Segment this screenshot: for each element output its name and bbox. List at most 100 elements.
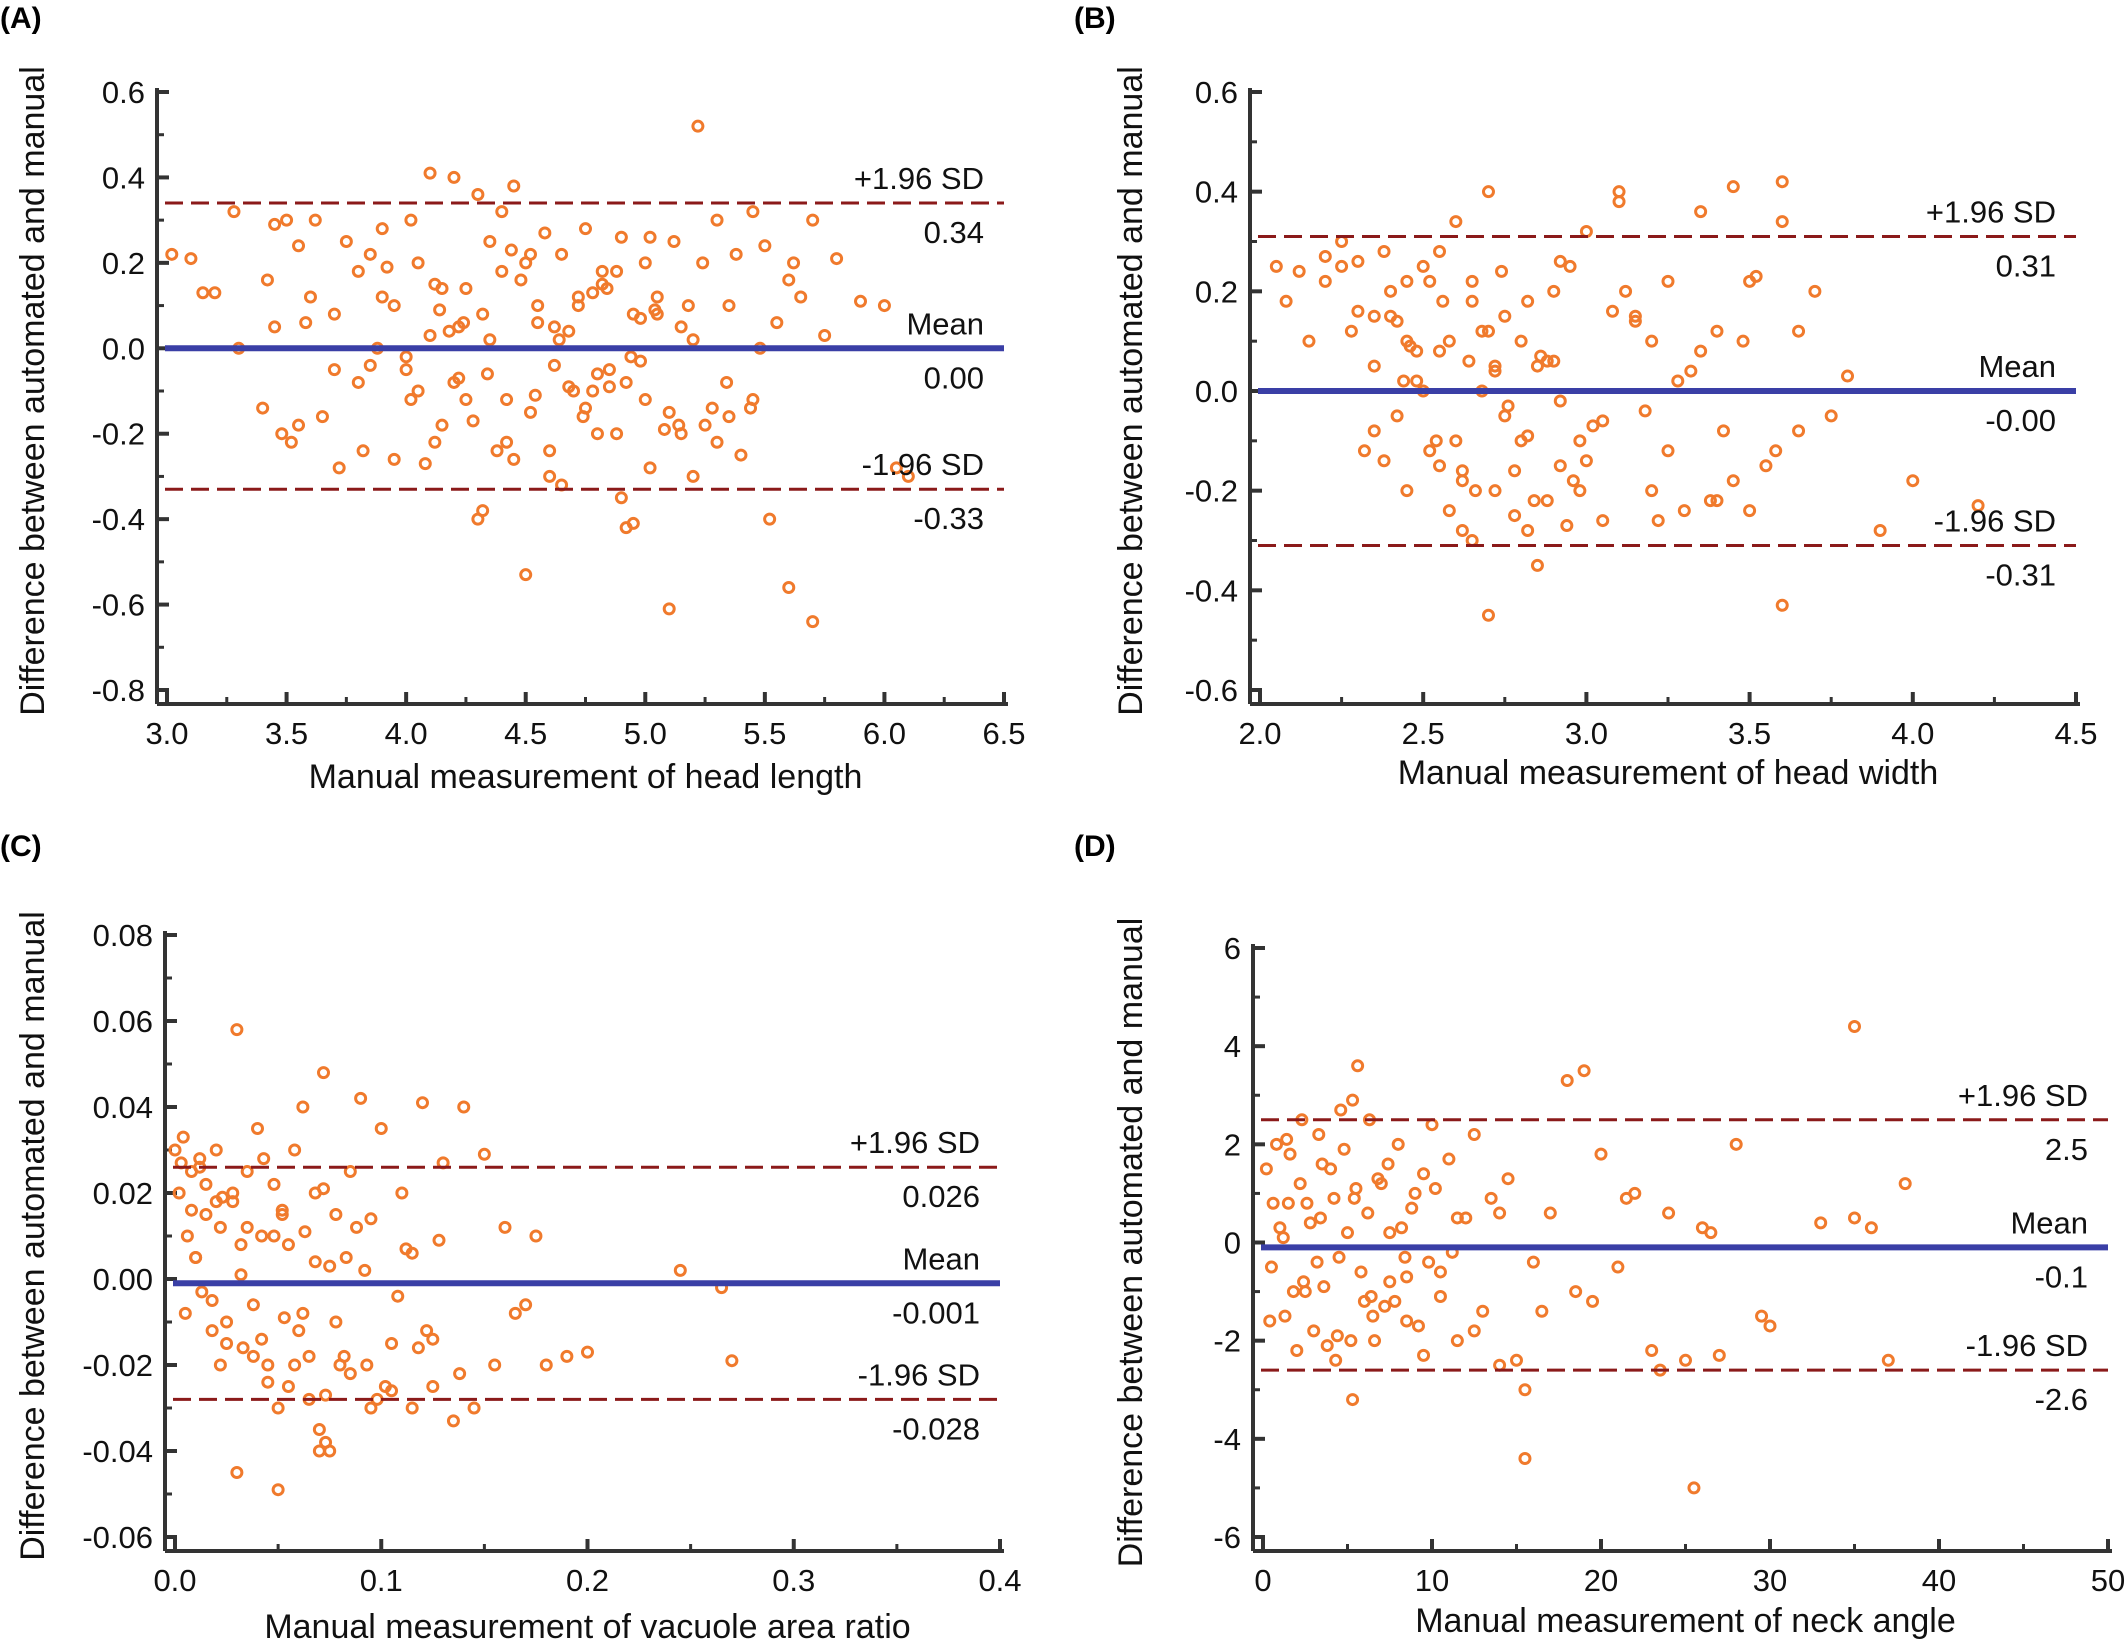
data-point: [165, 247, 179, 261]
data-point: [1677, 504, 1691, 518]
data-point: [1411, 1319, 1425, 1333]
data-point: [1330, 1329, 1344, 1343]
data-point: [189, 1251, 203, 1264]
data-point: [360, 1358, 374, 1372]
data-point: [1346, 1393, 1360, 1407]
data-point: [576, 410, 590, 424]
data-point: [1703, 494, 1717, 508]
data-point: [602, 363, 616, 377]
data-point: [1726, 474, 1740, 488]
data-point: [1377, 244, 1391, 258]
y-tick-label: 0.08: [93, 918, 153, 953]
data-point: [240, 1220, 254, 1234]
data-point: [1535, 1304, 1549, 1318]
data-point: [416, 1096, 429, 1110]
scatter-points: [1269, 175, 1985, 622]
data-point: [1521, 429, 1535, 443]
data-point: [562, 380, 576, 394]
data-point: [552, 333, 566, 347]
data-point: [442, 324, 456, 338]
data-point: [657, 422, 671, 436]
data-point: [452, 371, 466, 385]
data-point: [1775, 175, 1789, 189]
data-point: [1619, 1191, 1633, 1205]
data-point: [1383, 1226, 1397, 1240]
data-point: [1318, 274, 1332, 288]
x-axis-title: Manual measurement of neck angle: [1415, 1602, 1956, 1640]
data-point: [1710, 324, 1724, 338]
data-point: [624, 350, 638, 364]
data-point: [1488, 359, 1502, 373]
y-tick-label: 0.0: [102, 331, 145, 366]
data-point: [619, 375, 633, 389]
data-point: [457, 1100, 471, 1114]
data-point: [1606, 304, 1620, 318]
data-point: [1341, 1226, 1354, 1240]
data-point: [1312, 1128, 1326, 1142]
data-point: [1450, 1334, 1464, 1348]
data-point: [480, 367, 494, 381]
data-point: [782, 580, 796, 594]
data-point: [1269, 259, 1283, 273]
data-point: [329, 1208, 343, 1221]
x-tick-label: 40: [1922, 1563, 1956, 1598]
data-point: [459, 281, 473, 295]
data-point: [351, 375, 365, 389]
data-point: [1560, 1074, 1574, 1088]
data-point: [1508, 464, 1522, 478]
data-point: [602, 380, 616, 394]
data-point: [1684, 364, 1698, 378]
data-point: [1596, 514, 1610, 528]
data-point: [794, 290, 808, 304]
data-point: [1422, 1255, 1436, 1269]
data-point: [1364, 1289, 1378, 1303]
data-point: [1318, 249, 1332, 263]
data-point: [1553, 459, 1567, 473]
data-point: [1371, 1172, 1385, 1186]
data-point: [476, 307, 490, 321]
data-point: [1351, 254, 1365, 268]
data-point: [1775, 215, 1789, 229]
data-point: [354, 1091, 368, 1105]
y-tick-label: 0.06: [93, 1004, 153, 1039]
data-point: [758, 239, 772, 253]
y-tick-label: -0.04: [82, 1434, 153, 1469]
data-point: [1645, 1343, 1659, 1357]
data-point: [257, 1152, 271, 1166]
data-point: [312, 1444, 326, 1458]
data-point: [1759, 459, 1773, 473]
data-point: [1442, 1152, 1456, 1166]
x-tick-label: 0.1: [360, 1563, 403, 1598]
y-tick-label: -4: [1213, 1422, 1241, 1457]
data-point: [292, 239, 306, 253]
y-axis-title: Difference between automated and manual: [14, 66, 52, 716]
data-point: [705, 401, 719, 415]
x-tick-label: 0.2: [566, 1563, 609, 1598]
data-point: [1390, 314, 1404, 328]
data-point: [1354, 1265, 1368, 1279]
data-point: [507, 452, 521, 466]
data-point: [457, 316, 471, 330]
scatter-points: [1259, 1020, 1912, 1495]
data-point: [547, 358, 561, 372]
data-point: [378, 1380, 392, 1393]
data-point: [610, 264, 624, 278]
data-point: [610, 427, 624, 441]
data-point: [296, 1100, 310, 1114]
data-point: [787, 256, 801, 270]
data-point: [292, 418, 306, 432]
data-point: [1493, 1206, 1507, 1220]
data-point: [1679, 1353, 1692, 1367]
data-point: [1521, 524, 1535, 538]
data-point: [877, 299, 891, 313]
data-point: [1266, 1196, 1280, 1210]
y-tick-label: 0.0: [1195, 374, 1238, 409]
upper-sd-value: 2.5: [2045, 1132, 2088, 1167]
data-point: [1428, 1182, 1442, 1196]
data-point: [734, 448, 748, 462]
data-point: [514, 273, 528, 287]
mean-label: Mean: [2010, 1205, 2088, 1240]
data-point: [1442, 504, 1456, 518]
data-point: [343, 1367, 357, 1381]
data-point: [399, 363, 413, 377]
